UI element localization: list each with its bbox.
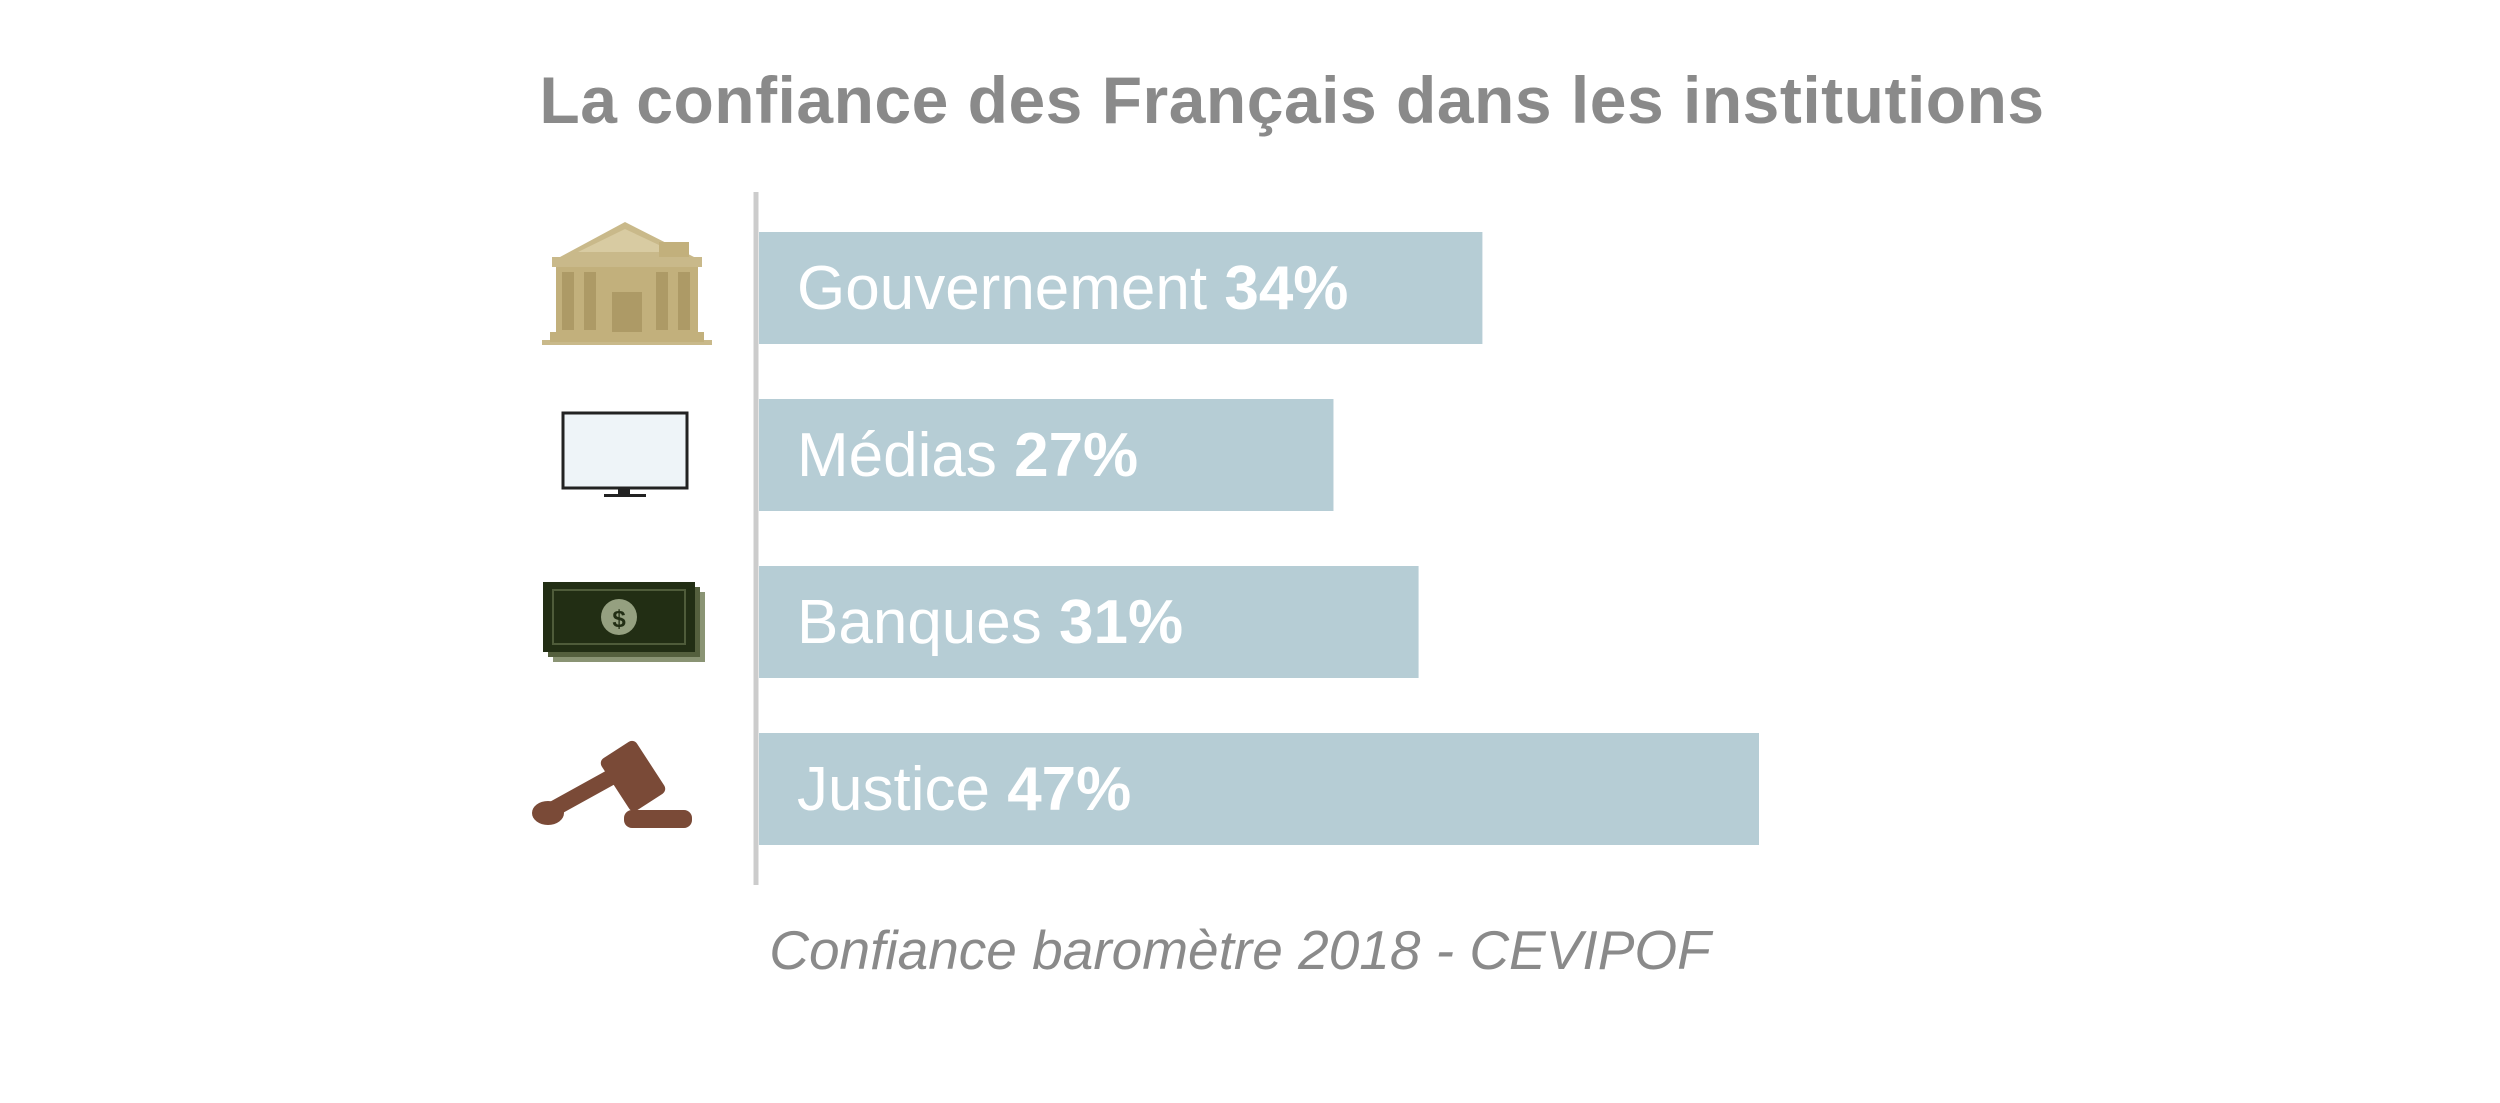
svg-text:$: $ <box>612 606 626 633</box>
bar-banques <box>759 566 1419 678</box>
bar-label-banques: Banques 31% <box>797 588 1183 657</box>
value-label: 34% <box>1224 254 1348 323</box>
category-label: Justice <box>797 755 1007 824</box>
chart-source: Confiance baromètre 2018 - CEVIPOF <box>769 919 1711 981</box>
bar-label-justice: Justice 47% <box>797 755 1131 824</box>
value-label: 47% <box>1007 755 1131 824</box>
value-label: 27% <box>1014 421 1138 490</box>
gavel-icon <box>532 740 692 828</box>
category-label: Gouvernement <box>797 254 1224 323</box>
value-label: 31% <box>1059 588 1183 657</box>
bar-medias <box>759 399 1334 511</box>
government-building-icon <box>542 222 712 345</box>
bar-gouvernement <box>759 232 1483 344</box>
bar-label-gouvernement: Gouvernement 34% <box>797 254 1348 323</box>
chart-title: La confiance des Français dans les insti… <box>539 63 2045 137</box>
money-bill-icon: $ <box>543 582 705 662</box>
bar-label-medias: Médias 27% <box>797 421 1138 490</box>
tv-screen-icon <box>561 411 689 497</box>
category-label: Médias <box>797 421 1014 490</box>
bar-justice <box>759 733 1759 845</box>
category-label: Banques <box>797 588 1059 657</box>
